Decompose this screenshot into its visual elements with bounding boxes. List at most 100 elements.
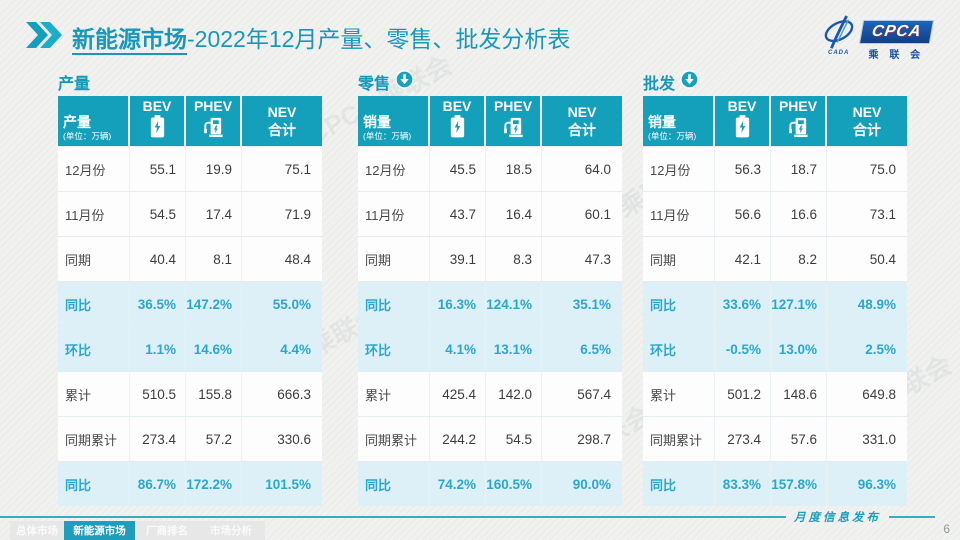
tab-总体市场[interactable]: 总体市场 [16, 525, 58, 537]
cpca-swoosh-icon: CADA [820, 14, 858, 56]
down-arrow-icon [680, 70, 699, 94]
cell-value: 33.6% [715, 282, 771, 326]
section-label: 产量 [58, 76, 91, 93]
cell-value: 40.4 [130, 237, 186, 281]
table-row: 11月份 56.6 16.6 73.1 [643, 191, 907, 236]
table-产量: 产量 产量 (单位：万辆) BEV PHEV NEV 合计 12月份 55.1 19.9 75.1 1… [58, 70, 322, 506]
row-label: 同期 [358, 237, 430, 281]
cell-value: 57.6 [771, 417, 827, 461]
footer-line-left [0, 516, 786, 518]
tab-新能源市场[interactable]: 新能源市场 [64, 521, 135, 540]
cell-value: 649.8 [862, 386, 896, 402]
cell-value: 71.9 [284, 206, 311, 222]
section-label: 零售 [358, 76, 391, 93]
cell-value: 244.2 [430, 417, 486, 461]
column-header-NEV: NEV 合计 [827, 96, 907, 146]
row-label: 环比 [58, 327, 130, 371]
row-label: 同比 [643, 282, 715, 326]
table-row: 累计 501.2 148.6 649.8 [643, 371, 907, 416]
cell-value: 330.6 [277, 431, 311, 447]
row-label: 同比 [643, 462, 715, 506]
cada-label: CADA [827, 50, 850, 56]
page-title-rest: -2022年12月产量、零售、批发分析表 [187, 26, 571, 52]
cell-value: 55.1 [130, 147, 186, 191]
cell-value: 4.1% [430, 327, 486, 371]
row-label: 同比 [58, 282, 130, 326]
cell-value: 8.3 [486, 237, 542, 281]
section-header: 零售 [358, 70, 622, 94]
row-label: 同期累计 [358, 417, 430, 461]
row-label: 12月份 [58, 147, 130, 191]
cell-value: 47.3 [584, 251, 611, 267]
cell-value: 147.2% [186, 282, 242, 326]
cell-value: 13.1% [486, 327, 542, 371]
cell-value: 4.4% [280, 341, 311, 357]
row-label: 同比 [358, 462, 430, 506]
row-label: 11月份 [358, 192, 430, 236]
battery-icon [148, 115, 167, 143]
cell-value: 13.0% [771, 327, 827, 371]
section-header: 产量 [58, 70, 322, 94]
cell-value: 56.6 [715, 192, 771, 236]
cell-value: 666.3 [277, 386, 311, 402]
row-label: 累计 [358, 372, 430, 416]
cell-value: 75.1 [284, 161, 311, 177]
corner-cell: 销量 (单位：万辆) [643, 96, 715, 146]
table-row: 同期累计 244.2 54.5 298.7 [358, 416, 622, 461]
column-header-NEV: NEV 合计 [542, 96, 622, 146]
cell-value: 17.4 [186, 192, 242, 236]
battery-icon [448, 115, 467, 143]
row-label: 同期累计 [58, 417, 130, 461]
table-row: 11月份 43.7 16.4 60.1 [358, 191, 622, 236]
cell-value: 43.7 [430, 192, 486, 236]
row-label: 同期累计 [643, 417, 715, 461]
footer-line-right [889, 516, 935, 518]
cell-value: 57.2 [186, 417, 242, 461]
row-label: 同期 [58, 237, 130, 281]
cell-value: 73.1 [869, 206, 896, 222]
tab-厂商排名[interactable]: 厂商排名 [146, 525, 188, 537]
tab-市场分析[interactable]: 市场分析 [210, 525, 252, 537]
table-row: 同比 74.2% 160.5% 90.0% [358, 461, 622, 506]
cell-value: 90.0% [572, 476, 611, 492]
cell-value: 75.0 [869, 161, 896, 177]
cpca-subtitle: 乘 联 会 [868, 50, 925, 61]
cell-value: 8.2 [771, 237, 827, 281]
column-header-NEV: NEV 合计 [242, 96, 322, 146]
cell-value: 331.0 [862, 431, 896, 447]
cell-value: 127.1% [771, 282, 827, 326]
column-header-PHEV: PHEV [771, 96, 827, 146]
table-row: 累计 425.4 142.0 567.4 [358, 371, 622, 416]
table-row: 同期 40.4 8.1 48.4 [58, 236, 322, 281]
cell-value: 96.3% [857, 476, 896, 492]
table-row: 环比 1.1% 14.6% 4.4% [58, 326, 322, 371]
cell-value: 86.7% [130, 462, 186, 506]
cell-value: 510.5 [130, 372, 186, 416]
cell-value: 148.6 [771, 372, 827, 416]
table-row: 同期累计 273.4 57.2 330.6 [58, 416, 322, 461]
column-header-PHEV: PHEV [486, 96, 542, 146]
cell-value: 567.4 [577, 386, 611, 402]
page-title-highlight: 新能源市场 [72, 26, 187, 55]
cell-value: 273.4 [130, 417, 186, 461]
cell-value: 1.1% [130, 327, 186, 371]
cell-value: 54.5 [130, 192, 186, 236]
charging-pump-icon [502, 115, 525, 143]
column-header-PHEV: PHEV [186, 96, 242, 146]
table-row: 累计 510.5 155.8 666.3 [58, 371, 322, 416]
cell-value: 501.2 [715, 372, 771, 416]
row-label: 累计 [643, 372, 715, 416]
table-header-row: 销量 (单位：万辆) BEV PHEV NEV 合计 [358, 96, 622, 146]
table-row: 12月份 56.3 18.7 75.0 [643, 146, 907, 191]
cpca-logo: CADA CPCA 乘 联 会 [820, 14, 935, 61]
bottom-nav: 总体市场 新能源市场 厂商排名 市场分析 [10, 521, 265, 540]
cell-value: 39.1 [430, 237, 486, 281]
cell-value: 425.4 [430, 372, 486, 416]
cell-value: 35.1% [572, 296, 611, 312]
section-header: 批发 [643, 70, 907, 94]
cell-value: 50.4 [869, 251, 896, 267]
row-label: 11月份 [58, 192, 130, 236]
page-title: 新能源市场-2022年12月产量、零售、批发分析表 [72, 20, 571, 55]
table-row: 同期 42.1 8.2 50.4 [643, 236, 907, 281]
